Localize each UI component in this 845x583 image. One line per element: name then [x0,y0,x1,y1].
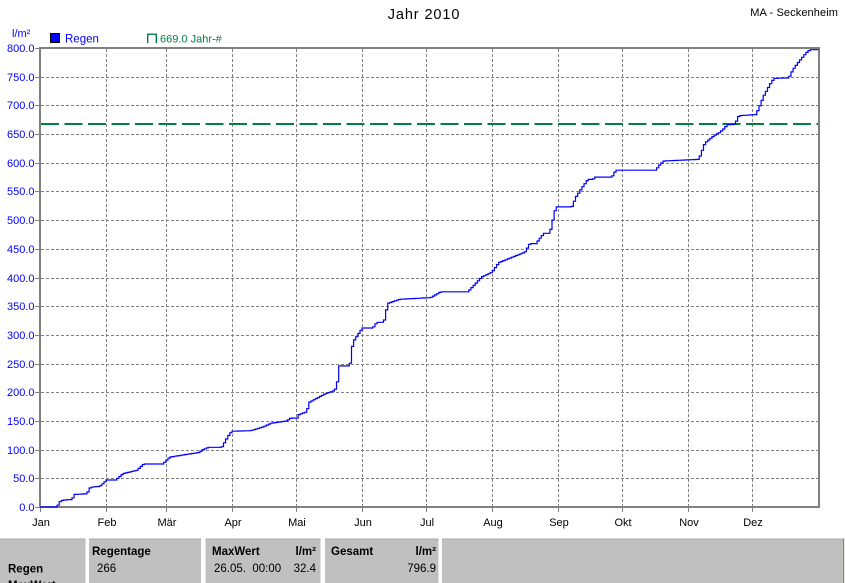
svg-text:Jan: Jan [32,517,50,529]
svg-text:400.0: 400.0 [7,273,35,285]
svg-text:MaxWert: MaxWert [8,580,56,583]
svg-text:Jul: Jul [420,517,434,529]
svg-text:l/m²: l/m² [12,28,31,40]
svg-text:Feb: Feb [98,517,117,529]
svg-text:350.0: 350.0 [7,301,35,313]
svg-text:Aug: Aug [483,517,503,529]
svg-text:Regen: Regen [65,34,99,46]
svg-text:Mai: Mai [288,517,306,529]
svg-text:Dez: Dez [743,517,763,529]
svg-text:MaxWert: MaxWert [212,546,260,558]
svg-text:796.9: 796.9 [407,563,436,575]
svg-text:Okt: Okt [614,517,631,529]
svg-text:800.0: 800.0 [7,43,35,55]
svg-text:Jun: Jun [354,517,372,529]
svg-text:500.0: 500.0 [7,215,35,227]
svg-text:669.0 Jahr-#: 669.0 Jahr-# [160,34,223,46]
svg-text:450.0: 450.0 [7,244,35,256]
svg-text:l/m²: l/m² [296,546,317,558]
svg-text:600.0: 600.0 [7,158,35,170]
svg-text:750.0: 750.0 [7,72,35,84]
svg-text:26.05. 00:00: 26.05. 00:00 [214,563,281,575]
svg-text:250.0: 250.0 [7,359,35,371]
svg-text:Apr: Apr [224,517,241,529]
svg-text:266: 266 [97,563,116,575]
svg-text:Gesamt: Gesamt [331,546,373,558]
svg-text:550.0: 550.0 [7,186,35,198]
svg-text:100.0: 100.0 [7,445,35,457]
svg-text:Sep: Sep [549,517,569,529]
svg-text:Jahr 2010: Jahr 2010 [388,7,461,23]
svg-text:0.0: 0.0 [19,502,34,514]
svg-text:Nov: Nov [679,517,699,529]
svg-text:50.0: 50.0 [13,473,34,485]
svg-text:Regen: Regen [8,564,43,576]
svg-text:Mär: Mär [158,517,177,529]
svg-text:650.0: 650.0 [7,129,35,141]
svg-text:l/m²: l/m² [416,546,437,558]
svg-text:300.0: 300.0 [7,330,35,342]
svg-text:150.0: 150.0 [7,416,35,428]
svg-text:200.0: 200.0 [7,387,35,399]
svg-text:700.0: 700.0 [7,100,35,112]
svg-text:MA - Seckenheim: MA - Seckenheim [750,7,838,19]
svg-text:32.4: 32.4 [294,563,317,575]
svg-text:Regentage: Regentage [92,546,151,558]
